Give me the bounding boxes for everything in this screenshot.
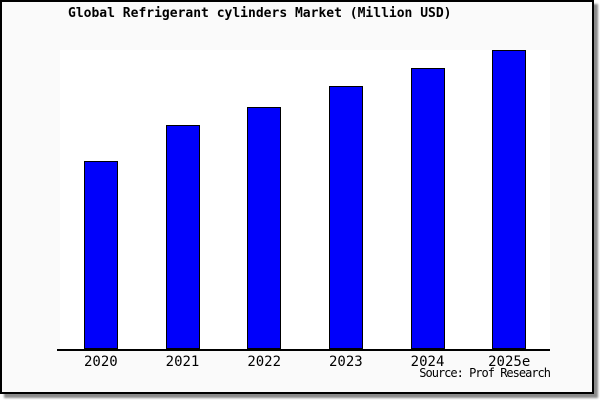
bar-2025e — [492, 50, 527, 349]
x-tick-slot-2020: 2020 — [60, 351, 142, 371]
bars-row — [60, 50, 550, 349]
chart-frame: Global Refrigerant cylinders Market (Mil… — [0, 0, 594, 394]
x-tick-slot-2025e: 2025e — [468, 351, 550, 371]
x-tick-label-2024: 2024 — [410, 354, 445, 370]
x-tick-label-2025e: 2025e — [488, 354, 531, 370]
x-tick-label-2022: 2022 — [247, 354, 282, 370]
bar-slot-2023 — [305, 50, 387, 349]
bar-2023 — [328, 86, 363, 349]
bar-2024 — [410, 68, 445, 349]
bar-2021 — [165, 125, 200, 349]
bar-2020 — [83, 161, 118, 349]
x-tick-slot-2023: 2023 — [305, 351, 387, 371]
x-axis-line — [57, 349, 550, 351]
x-tick-label-2023: 2023 — [328, 354, 363, 370]
source-credit: Source: Prof Research — [419, 366, 551, 380]
bar-slot-2021 — [142, 50, 224, 349]
x-tick-slot-2024: 2024 — [387, 351, 469, 371]
bar-slot-2024 — [387, 50, 469, 349]
plot-area — [60, 50, 550, 349]
bar-2022 — [247, 107, 282, 349]
bar-slot-2022 — [223, 50, 305, 349]
x-tick-label-2021: 2021 — [165, 354, 200, 370]
bar-slot-2020 — [60, 50, 142, 349]
x-tick-label-2020: 2020 — [83, 354, 118, 370]
x-tick-slot-2021: 2021 — [142, 351, 224, 371]
x-axis-labels: 2020 2021 2022 2023 2024 2025e — [60, 351, 550, 371]
x-tick-slot-2022: 2022 — [223, 351, 305, 371]
chart-title: Global Refrigerant cylinders Market (Mil… — [68, 6, 452, 21]
bar-slot-2025e — [468, 50, 550, 349]
